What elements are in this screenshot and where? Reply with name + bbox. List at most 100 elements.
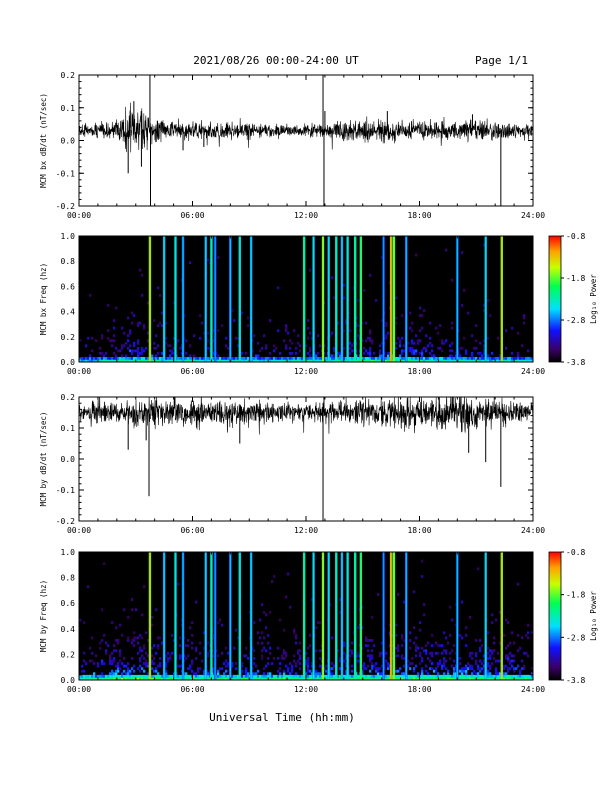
- spectrogram-cell: [279, 618, 282, 622]
- spectrogram-cell: [515, 356, 518, 360]
- spectrogram-cell: [361, 646, 364, 650]
- spectrogram-cell: [315, 672, 318, 676]
- spectral-line-core: [250, 552, 252, 680]
- spectrogram-cell: [421, 314, 424, 317]
- spectrogram-cell: [277, 669, 280, 673]
- spectrogram-cell: [225, 669, 228, 673]
- spectrogram-cell: [151, 659, 154, 663]
- spectrogram-cell: [155, 667, 158, 671]
- spectrogram-cell: [299, 667, 302, 671]
- spectral-line-core: [163, 236, 165, 362]
- spectral-line-core: [341, 236, 343, 362]
- spectrogram-cell: [79, 674, 82, 678]
- spectrogram-cell: [131, 641, 134, 645]
- spectrogram-cell: [137, 674, 140, 678]
- spectrogram-cell: [253, 656, 256, 660]
- spectrogram-cell: [287, 667, 290, 671]
- spectrogram-cell: [269, 351, 272, 355]
- spectrogram-cell: [369, 359, 372, 363]
- spectrogram-cell: [97, 664, 100, 668]
- spectrogram-cell: [369, 639, 372, 642]
- spectrogram-cell: [255, 674, 258, 678]
- spectrogram-cell: [199, 314, 202, 317]
- spectrogram-cell: [473, 346, 476, 350]
- spectrogram-cell: [521, 667, 524, 671]
- spectrogram-cell: [259, 674, 262, 678]
- spectrogram-cell: [259, 636, 262, 640]
- spectrogram-cell: [333, 296, 336, 300]
- spectrogram-cell: [291, 677, 294, 681]
- spectrogram-cell: [147, 674, 150, 678]
- spectrogram-cell: [441, 644, 444, 648]
- spectrogram-cell: [481, 644, 484, 648]
- spectrogram-cell: [411, 656, 414, 660]
- spectrogram-cell: [387, 677, 390, 681]
- spectrogram-cell: [367, 336, 370, 340]
- spectrogram-cell: [409, 667, 412, 671]
- spectrogram-cell: [157, 359, 160, 363]
- spectrogram-cell: [451, 278, 454, 282]
- spectrogram-cell: [511, 664, 514, 668]
- spectrogram-cell: [449, 356, 452, 360]
- spectrogram-cell: [189, 359, 192, 363]
- spectrogram-cell: [407, 674, 410, 678]
- spectral-line-core: [393, 552, 395, 680]
- y-tick-label: -0.1: [56, 169, 75, 178]
- spectrogram-cell: [337, 321, 340, 325]
- spectrogram-cell: [277, 286, 280, 290]
- spectrogram-cell: [459, 674, 462, 678]
- spectrogram-cell: [365, 636, 368, 640]
- spectrogram-cell: [297, 659, 300, 663]
- spectrogram-cell: [147, 664, 150, 668]
- spectrogram-cell: [459, 359, 462, 363]
- spectrogram-cell: [521, 636, 524, 640]
- spectrogram-cell: [435, 667, 438, 671]
- spectrogram-cell: [527, 356, 530, 360]
- spectrogram-cell: [261, 356, 264, 360]
- spectrogram-cell: [351, 674, 354, 678]
- spectrogram-cell: [201, 674, 204, 678]
- spectrogram-cell: [435, 356, 438, 360]
- spectrogram-cell: [531, 677, 534, 681]
- spectrogram-cell: [361, 674, 364, 678]
- spectrogram-cell: [189, 344, 192, 348]
- spectrogram-cell: [403, 674, 406, 678]
- spectrogram-cell: [207, 359, 210, 363]
- spectrogram-cell: [93, 674, 96, 678]
- spectrogram-cell: [329, 334, 332, 338]
- spectrogram-cell: [499, 356, 502, 360]
- spectrogram-cell: [427, 672, 430, 676]
- spectrogram-cell: [461, 251, 464, 254]
- spectrogram-cell: [79, 677, 82, 681]
- spectrogram-cell: [225, 677, 228, 681]
- spectrogram-cell: [157, 344, 160, 348]
- spectrogram-cell: [363, 351, 366, 355]
- spectrogram-cell: [297, 341, 300, 345]
- y-tick-label: 0.2: [61, 650, 76, 659]
- spectral-line-core: [174, 236, 177, 362]
- panel-bx-spectrogram: 00:00 06:00 12:00 18:00 24:001.00.80.60.40.2…: [39, 232, 598, 376]
- spectrogram-cell: [453, 644, 456, 648]
- spectrogram-cell: [257, 674, 260, 678]
- spectrogram-cell: [445, 651, 448, 655]
- spectrogram-cell: [487, 356, 490, 360]
- spectrogram-cell: [431, 633, 434, 637]
- spectrogram-cell: [121, 356, 124, 360]
- spectrogram-cell: [495, 659, 498, 663]
- spectrogram-cell: [511, 359, 514, 363]
- spectrogram-cell: [339, 656, 342, 660]
- spectrogram-cell: [471, 356, 474, 360]
- spectrogram-cell: [345, 674, 348, 678]
- spectrogram-cell: [463, 677, 466, 681]
- spectrogram-cell: [151, 623, 154, 627]
- spectrogram-cell: [161, 641, 164, 645]
- spectrogram-cell: [507, 677, 510, 681]
- spectrogram-cell: [345, 654, 348, 658]
- spectrogram-cell: [479, 649, 482, 653]
- spectrogram-cell: [421, 669, 424, 673]
- spectrogram-cell: [441, 651, 444, 655]
- spectrogram-cell: [439, 356, 442, 360]
- spectrogram-cell: [199, 359, 202, 363]
- spectrogram-cell: [421, 326, 424, 330]
- spectrogram-cell: [425, 674, 428, 678]
